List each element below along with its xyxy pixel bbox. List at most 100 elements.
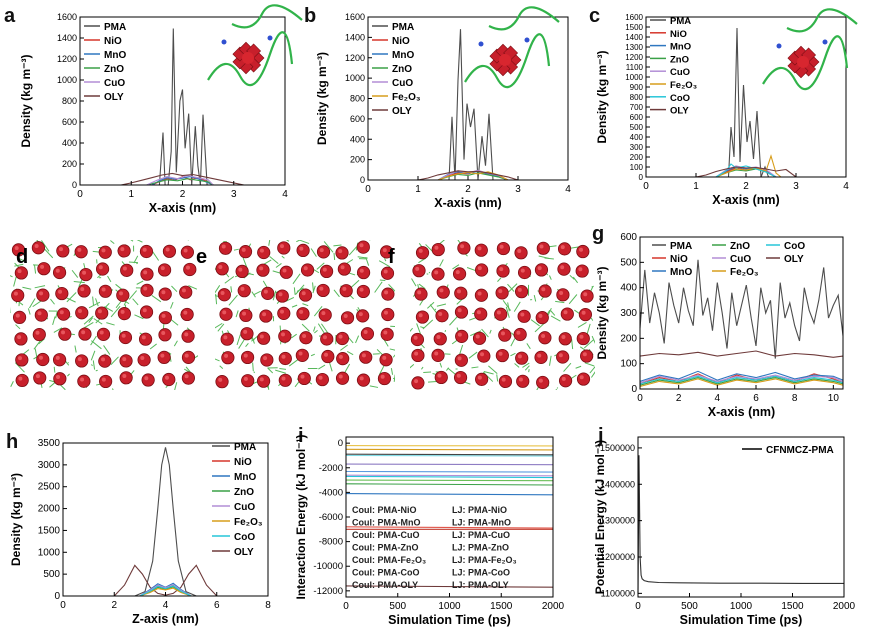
cluster-particle — [380, 327, 394, 341]
cluster-particle — [556, 288, 570, 302]
cluster-highlight — [18, 356, 23, 361]
series-line-g-1 — [639, 350, 844, 358]
cluster-particle — [157, 263, 172, 277]
legend-entry-h: NiO — [234, 457, 252, 468]
x-tick-label-h: 4 — [163, 600, 169, 611]
cluster-highlight — [183, 248, 188, 253]
cluster-highlight — [583, 292, 588, 297]
ligand-segment — [416, 323, 421, 334]
cluster-particle — [356, 373, 371, 387]
y-tick-label-c: 1300 — [625, 43, 643, 52]
ligand-segment — [457, 240, 461, 244]
ligand-segment — [563, 362, 572, 372]
y-tick-label-c: 1000 — [625, 73, 643, 82]
ligand-segment — [112, 388, 114, 390]
cluster-highlight — [324, 352, 329, 357]
cluster-particle — [239, 308, 253, 323]
y-tick-label-i: -12000 — [313, 586, 343, 597]
ligand-segment — [252, 362, 254, 372]
x-tick-label-i: 0 — [343, 601, 349, 612]
y-tick-label-b: 1600 — [345, 12, 365, 22]
cluster-particle — [517, 309, 531, 323]
cluster-highlight — [434, 270, 439, 275]
cluster-highlight — [383, 269, 388, 274]
cluster-highlight — [37, 311, 42, 316]
cluster-highlight — [560, 245, 565, 250]
cluster-particle — [339, 284, 353, 298]
cluster-highlight — [160, 353, 165, 358]
cluster-particle — [414, 287, 428, 301]
cluster-highlight — [17, 269, 22, 274]
cluster-particle — [356, 265, 371, 280]
cluster-particle — [257, 245, 271, 260]
legend-j: CFNMCZ-PMA — [742, 445, 834, 456]
legend-entry-a: CuO — [104, 78, 125, 89]
cluster-particle — [240, 327, 254, 341]
chart-b: b 0 1 2 3 4 0 200 400 600 800 1000 1200 1400 1600 X-axi… — [304, 5, 571, 210]
ligand-segment — [301, 323, 310, 332]
ligand-segment — [556, 387, 559, 389]
cluster-particle — [120, 263, 134, 277]
cluster-particle — [140, 267, 154, 281]
cluster-particle — [356, 309, 370, 323]
ligand-segment — [508, 283, 518, 293]
y-tick-label-a: 800 — [62, 96, 77, 106]
legend-entry-a: NiO — [104, 36, 122, 47]
y-tick-label-a: 600 — [62, 117, 77, 127]
cluster-highlight — [99, 330, 104, 335]
y-tick-label-j: 1200000 — [600, 552, 635, 562]
cluster-particle — [494, 307, 508, 321]
ligand-segment — [50, 298, 55, 305]
cluster-particle — [436, 285, 450, 299]
ligand-segment — [312, 285, 316, 294]
cluster-highlight — [500, 331, 505, 336]
legend-entry-i: Coul: PMA-OLY — [352, 580, 418, 590]
cluster-particle — [218, 241, 233, 255]
cluster-particle — [158, 311, 172, 325]
cluster-particle — [340, 311, 355, 325]
y-tick-label-c: 900 — [630, 83, 644, 92]
ligand-segment — [591, 335, 595, 344]
cluster-highlight — [281, 332, 286, 337]
ligand-segment — [452, 264, 460, 270]
ligand-segment — [128, 261, 138, 264]
ligand-segment — [347, 351, 354, 356]
ligand-segment — [513, 301, 521, 312]
cluster-particle — [431, 267, 445, 281]
cluster-particle — [180, 245, 194, 259]
x-tick-label-b: 3 — [515, 184, 521, 195]
legend-entry-i: LJ: PMA-NiO — [452, 505, 507, 515]
cluster-highlight — [299, 309, 304, 314]
cluster-highlight — [541, 287, 546, 292]
cluster-highlight — [359, 268, 364, 273]
atom-marker — [822, 39, 828, 45]
ligand-segment — [238, 338, 246, 349]
y-tick-label-g: 100 — [620, 359, 637, 370]
cluster-particle — [299, 331, 313, 345]
y-tick-label-a: 0 — [72, 180, 77, 190]
cluster-particle — [495, 348, 509, 363]
cluster-particle — [474, 307, 488, 321]
ligand-segment — [575, 365, 582, 369]
ligand-segment — [348, 246, 358, 256]
cluster-highlight — [537, 266, 542, 271]
cluster-highlight — [578, 267, 583, 272]
cluster-highlight — [498, 289, 503, 294]
ligand-segment — [550, 315, 561, 322]
cluster-highlight — [517, 354, 522, 359]
ligand-segment — [235, 310, 239, 318]
ligand-segment — [340, 344, 348, 351]
ligand-segment — [439, 259, 444, 267]
ligand-segment — [384, 258, 387, 262]
series-line-g-5 — [639, 374, 844, 384]
cluster-particle — [320, 332, 334, 346]
x-tick-label-a: 1 — [128, 189, 134, 200]
cluster-particle — [37, 262, 51, 276]
ligand-segment — [236, 334, 241, 346]
x-tick-label-a: 4 — [282, 189, 288, 200]
ligand-segment — [49, 381, 56, 388]
panel-label-j: j — [597, 425, 604, 447]
y-tick-label-a: 1600 — [57, 12, 77, 22]
cluster-highlight — [82, 270, 87, 275]
ligand-segment — [290, 333, 297, 339]
